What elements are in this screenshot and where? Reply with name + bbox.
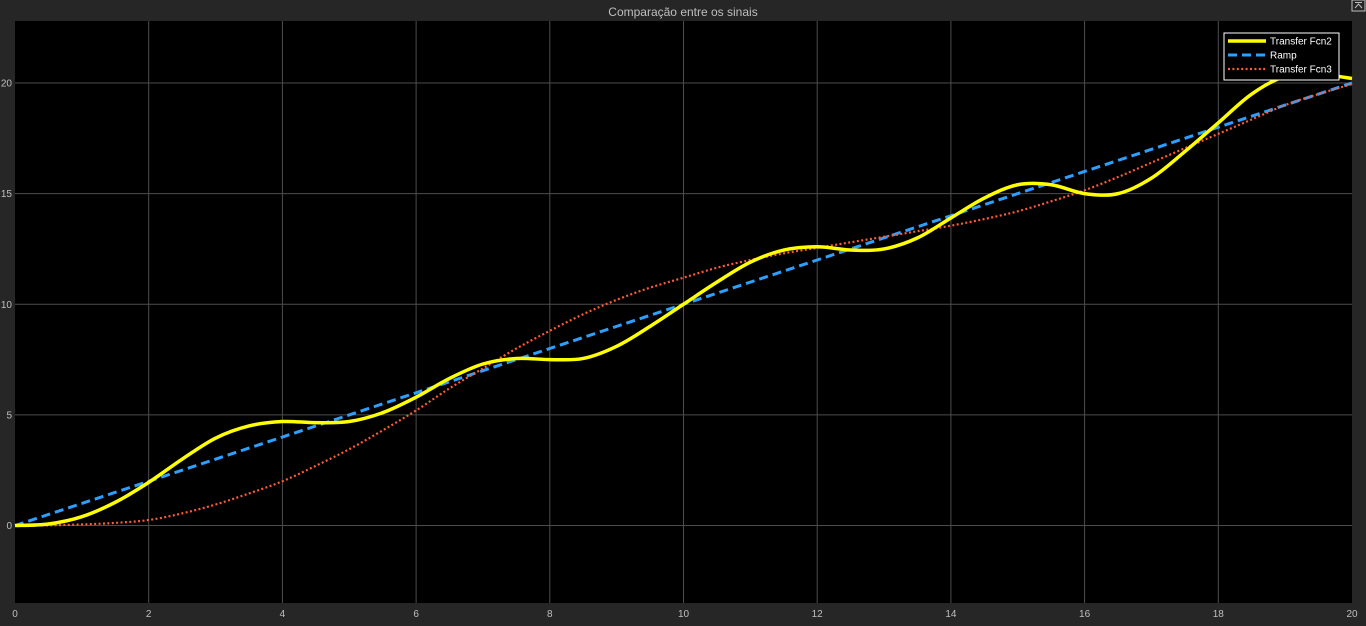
legend-label: Transfer Fcn2 — [1270, 37, 1332, 48]
tick-labels: 0 2 4 6 8 10 12 14 16 18 20 0 5 10 15 20 — [1, 78, 1358, 620]
x-tick-label: 12 — [812, 609, 824, 620]
series-line-transfer-fcn2 — [14, 72, 1353, 528]
grid-lines — [15, 21, 1352, 603]
chart-title: Comparação entre os sinais — [608, 5, 757, 19]
legend-label: Ramp — [1270, 51, 1297, 62]
y-tick-label: 5 — [6, 410, 12, 421]
legend-label: Transfer Fcn3 — [1270, 65, 1332, 76]
restore-icon[interactable] — [1351, 0, 1366, 12]
y-tick-label: 20 — [1, 78, 13, 89]
y-tick-label: 15 — [1, 189, 13, 200]
x-tick-label: 8 — [547, 609, 553, 620]
y-tick-label: 10 — [1, 300, 13, 311]
legend: Transfer Fcn2 Ramp Transfer Fcn3 — [1223, 32, 1340, 81]
x-tick-label: 10 — [678, 609, 690, 620]
x-tick-label: 14 — [945, 609, 957, 620]
x-tick-label: 6 — [413, 609, 419, 620]
y-tick-label: 0 — [6, 521, 12, 532]
x-tick-label: 20 — [1346, 609, 1358, 620]
x-tick-label: 18 — [1213, 609, 1225, 620]
x-tick-label: 0 — [12, 609, 18, 620]
series-lines — [14, 72, 1353, 528]
x-tick-label: 16 — [1079, 609, 1091, 620]
x-tick-label: 2 — [146, 609, 152, 620]
x-tick-label: 4 — [280, 609, 286, 620]
